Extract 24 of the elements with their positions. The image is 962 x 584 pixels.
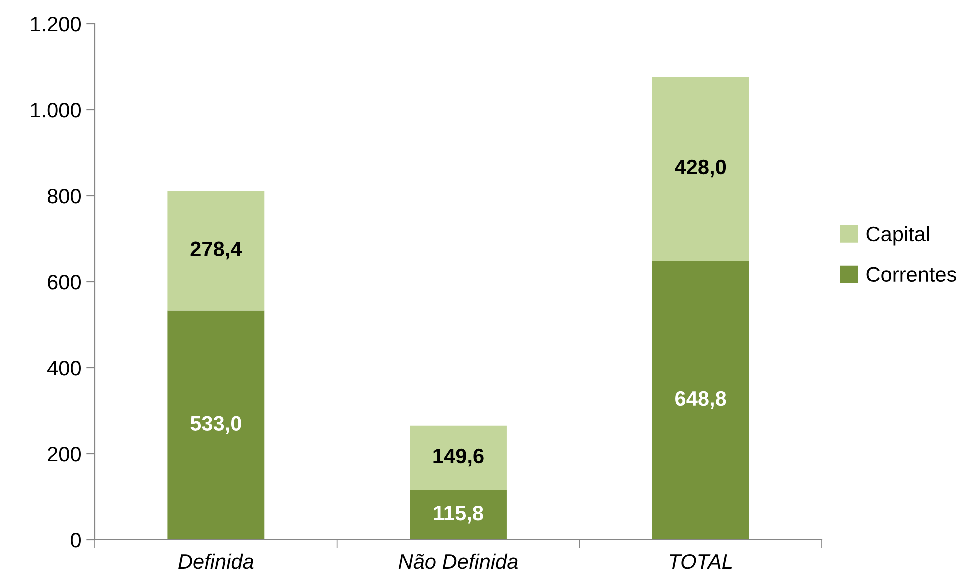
y-tick-label: 200	[48, 447, 81, 462]
y-tick-label: 1.200	[31, 17, 81, 32]
data-label: 115,8	[434, 506, 484, 524]
bar	[652, 261, 750, 540]
x-tick-label: TOTAL	[670, 554, 732, 570]
y-tick-label: 800	[48, 189, 81, 204]
x-tick-label: Definida	[178, 554, 254, 570]
data-label: 278,4	[190, 242, 242, 260]
legend-label: Correntes	[866, 267, 956, 282]
data-label: 428,0	[675, 160, 726, 178]
x-tick-label: Não Definida	[398, 554, 518, 570]
data-label: 149,6	[434, 448, 484, 467]
legend-label: Capital	[866, 226, 930, 246]
y-tick-label: 0	[71, 533, 81, 548]
data-label: 533,0	[190, 416, 242, 434]
bar	[168, 310, 265, 540]
bar	[652, 76, 750, 262]
bar	[168, 191, 265, 311]
bar	[410, 490, 507, 540]
data-label: 648,8	[676, 391, 726, 410]
bar	[410, 426, 507, 490]
y-tick-label: 400	[48, 361, 81, 376]
y-tick-label: 1.000	[31, 103, 81, 118]
y-tick-label: 600	[48, 275, 81, 290]
